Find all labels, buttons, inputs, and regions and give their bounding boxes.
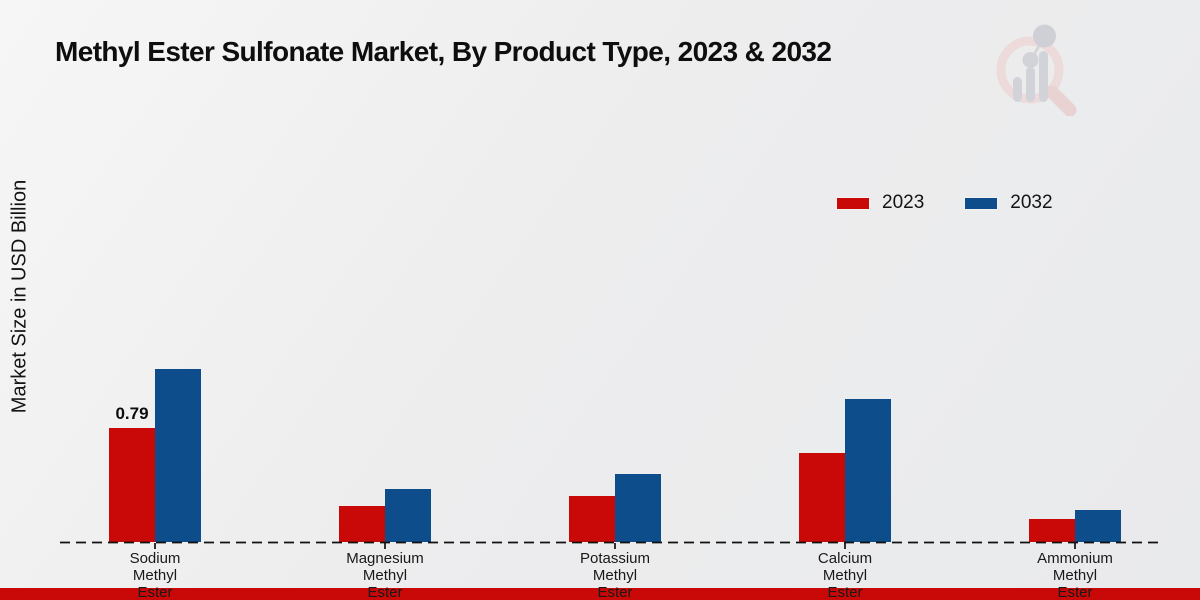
bar-2032-magnesium-methyl-ester	[385, 489, 431, 542]
brand-logo-watermark	[996, 24, 1077, 116]
legend-label-2032: 2032	[1010, 192, 1053, 213]
bar-2023-ammonium-methyl-ester	[1029, 519, 1075, 542]
legend-label-2023: 2023	[882, 192, 925, 213]
bar-value-label: 0.79	[115, 404, 149, 423]
x-tick-label-ammonium-methyl-ester: Ammonium Methyl Ester	[1037, 550, 1113, 600]
x-tick-label-potassium-methyl-ester: Potassium Methyl Ester	[579, 550, 651, 600]
footer-strip	[0, 588, 1200, 600]
magnifier-icon	[996, 24, 1077, 116]
bar-2023-calcium-methyl-ester	[799, 453, 845, 542]
legend-swatch-2032	[964, 196, 999, 210]
bar-2023-magnesium-methyl-ester	[339, 506, 385, 542]
bar-2032-potassium-methyl-ester	[615, 474, 661, 542]
bar-2023-sodium-methyl-ester	[109, 428, 155, 542]
legend-swatch-2023	[836, 196, 870, 210]
legend-item-2023: 2023	[836, 192, 924, 214]
chart-title: Methyl Ester Sulfonate Market, By Produc…	[55, 36, 832, 67]
legend: 2023 2032	[836, 192, 1053, 214]
x-tick-label-calcium-methyl-ester: Calcium Methyl Ester	[817, 550, 873, 600]
legend-item-2032: 2032	[964, 192, 1053, 214]
bar-2032-calcium-methyl-ester	[845, 399, 891, 542]
x-tick-label-sodium-methyl-ester: Sodium Methyl Ester	[129, 550, 181, 600]
x-tick-label-magnesium-methyl-ester: Magnesium Methyl Ester	[346, 550, 424, 600]
bar-2023-potassium-methyl-ester	[569, 496, 615, 542]
bar-2032-ammonium-methyl-ester	[1075, 510, 1121, 542]
bar-2032-sodium-methyl-ester	[155, 369, 201, 542]
